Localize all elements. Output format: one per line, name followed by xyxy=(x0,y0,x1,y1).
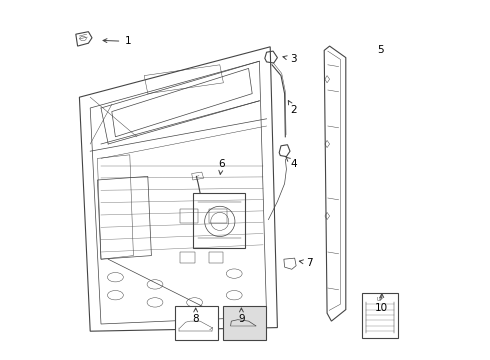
Text: 2: 2 xyxy=(290,105,297,115)
Text: 1: 1 xyxy=(124,36,131,46)
Text: 4: 4 xyxy=(290,159,297,169)
Text: 8: 8 xyxy=(193,314,199,324)
Text: 10: 10 xyxy=(375,303,389,313)
Text: 6: 6 xyxy=(218,159,225,169)
Polygon shape xyxy=(175,306,218,340)
Text: UP: UP xyxy=(377,297,383,302)
Text: 7: 7 xyxy=(306,258,313,268)
Text: 9: 9 xyxy=(238,314,245,324)
Polygon shape xyxy=(222,306,266,340)
Polygon shape xyxy=(362,293,398,338)
Text: 3: 3 xyxy=(290,54,297,64)
Text: 5: 5 xyxy=(377,45,383,55)
